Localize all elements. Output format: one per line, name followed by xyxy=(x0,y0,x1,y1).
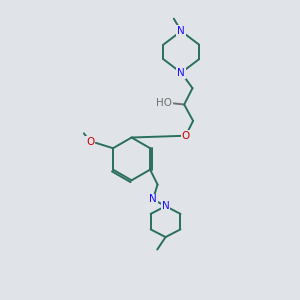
Text: N: N xyxy=(177,68,185,78)
Text: N: N xyxy=(177,26,185,36)
Text: O: O xyxy=(86,137,94,147)
Text: N: N xyxy=(149,194,157,204)
Text: HO: HO xyxy=(156,98,172,108)
Text: O: O xyxy=(182,131,190,141)
Text: N: N xyxy=(162,201,170,211)
